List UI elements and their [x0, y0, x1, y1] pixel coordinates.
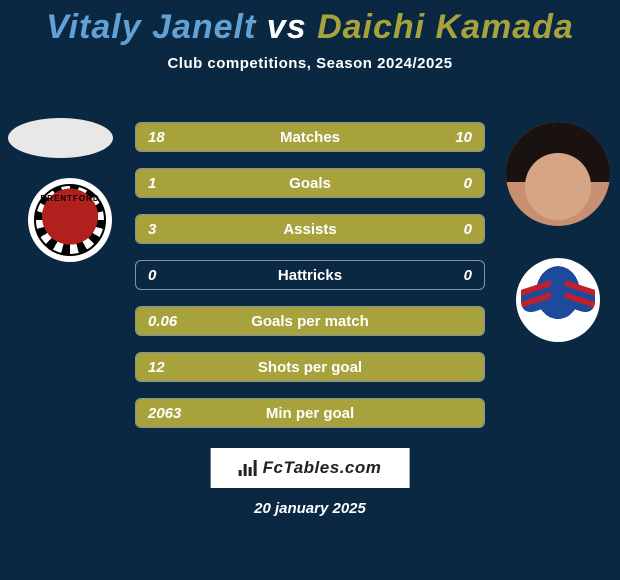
stat-label: Assists — [206, 221, 414, 238]
stat-label: Goals — [206, 175, 414, 192]
stat-value-right: 0 — [414, 267, 484, 284]
stat-row: 18Matches10 — [135, 122, 485, 152]
stat-value-left: 2063 — [136, 405, 206, 422]
stat-label: Shots per goal — [206, 359, 414, 376]
footer-date: 20 january 2025 — [0, 500, 620, 517]
player2-club-badge — [516, 258, 600, 342]
stat-label: Matches — [206, 129, 414, 146]
brand-text: FcTables.com — [263, 458, 382, 478]
stat-row: 1Goals0 — [135, 168, 485, 198]
stats-container: 18Matches101Goals03Assists00Hattricks00.… — [135, 122, 485, 444]
player1-avatar — [8, 118, 113, 158]
stat-row: 3Assists0 — [135, 214, 485, 244]
subtitle: Club competitions, Season 2024/2025 — [0, 55, 620, 72]
stat-value-left: 0 — [136, 267, 206, 284]
stat-value-right: 0 — [414, 221, 484, 238]
stat-value-left: 0.06 — [136, 313, 206, 330]
stat-value-right: 10 — [414, 129, 484, 146]
stat-row: 0Hattricks0 — [135, 260, 485, 290]
brand-pill: FcTables.com — [211, 448, 410, 488]
stat-value-left: 12 — [136, 359, 206, 376]
player1-name: Vitaly Janelt — [46, 8, 256, 46]
stat-value-right: 0 — [414, 175, 484, 192]
stat-label: Hattricks — [206, 267, 414, 284]
vs-text: vs — [267, 8, 307, 46]
stat-value-left: 1 — [136, 175, 206, 192]
player2-name: Daichi Kamada — [317, 8, 574, 46]
stat-row: 0.06Goals per match — [135, 306, 485, 336]
badge-left-text: BRENTFORD — [36, 194, 104, 203]
player2-avatar — [506, 122, 610, 226]
stat-label: Goals per match — [206, 313, 414, 330]
stat-row: 12Shots per goal — [135, 352, 485, 382]
stat-row: 2063Min per goal — [135, 398, 485, 428]
player1-club-badge: BRENTFORD — [28, 178, 112, 262]
stat-value-left: 3 — [136, 221, 206, 238]
stat-label: Min per goal — [206, 405, 414, 422]
stat-value-left: 18 — [136, 129, 206, 146]
chart-icon — [239, 460, 257, 476]
comparison-title: Vitaly Janelt vs Daichi Kamada — [0, 0, 620, 47]
